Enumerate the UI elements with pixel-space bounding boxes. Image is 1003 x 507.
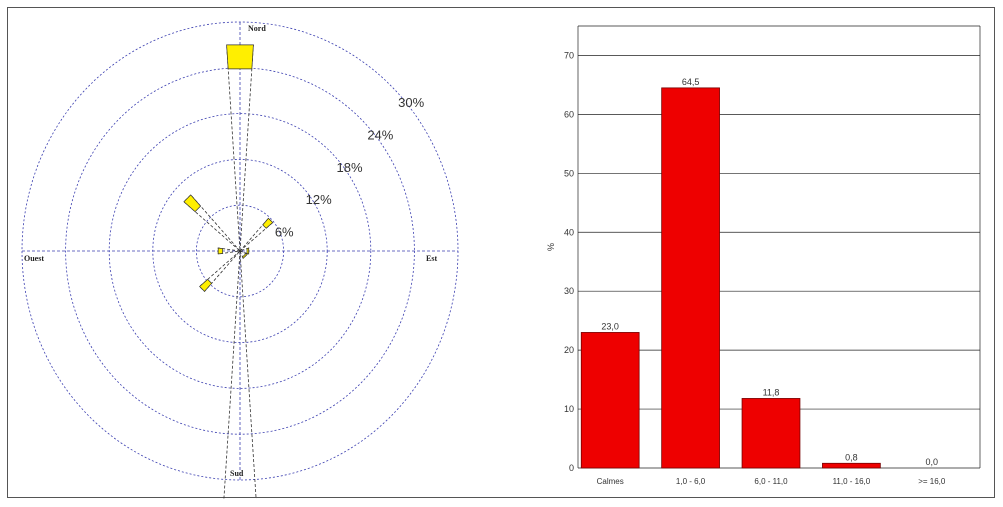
bar-2: [661, 87, 720, 469]
rose-ring-label-3: 18%: [336, 160, 362, 175]
x-tick-5: >= 16,0: [918, 477, 946, 486]
bar-4: [822, 462, 881, 469]
y-axis-label: %: [546, 243, 556, 251]
rose-petal-0: [226, 44, 254, 252]
rose-petal-90: [238, 247, 250, 255]
figure-frame: 6% 12% 18% 24% 30% Nord Sud Est Ouest 0 10 20 30 40 5…: [7, 7, 995, 499]
rose-petal-135: [239, 250, 249, 260]
rose-ring-label-2: 12%: [306, 192, 332, 207]
y-tick-40: 40: [564, 227, 574, 237]
rose-petal-315: [183, 194, 241, 252]
y-tick-50: 50: [564, 168, 574, 178]
x-tick-1: Calmes: [597, 477, 624, 486]
bar-3: [741, 398, 801, 469]
direction-label-north: Nord: [248, 24, 266, 33]
y-tick-30: 30: [564, 286, 574, 296]
y-tick-0: 0: [569, 463, 574, 473]
bar-value-label-4: 0,8: [845, 452, 858, 462]
speed-bar-chart: 0 10 20 30 40 50 60 70% 23,0 Calmes 64,5 1,0 - 6,0 1…: [546, 25, 981, 486]
direction-label-east: Est: [426, 254, 437, 263]
rose-ring-label-1: 6%: [275, 225, 294, 240]
x-tick-3: 6,0 - 11,0: [754, 477, 788, 486]
direction-label-west: Ouest: [24, 254, 44, 263]
bar-1: [580, 332, 640, 469]
rose-petal-270: [217, 247, 241, 255]
rose-petal-225: [199, 250, 241, 292]
rose-petal-45: [239, 217, 274, 252]
bar-value-label-1: 23,0: [601, 321, 619, 331]
bar-value-label-2: 64,5: [682, 77, 700, 87]
x-tick-4: 11,0 - 16,0: [833, 477, 871, 486]
y-tick-60: 60: [564, 109, 574, 119]
y-tick-10: 10: [564, 404, 574, 414]
rose-ring-label-4: 24%: [367, 127, 393, 142]
bar-value-label-3: 11,8: [763, 387, 780, 397]
direction-label-south: Sud: [230, 469, 244, 478]
wind-rose-chart: 6% 12% 18% 24% 30% Nord Sud Est Ouest: [21, 21, 459, 499]
rose-petal-180: [223, 250, 257, 499]
y-tick-20: 20: [564, 345, 574, 355]
x-tick-2: 1,0 - 6,0: [676, 477, 706, 486]
rose-ring-label-5: 30%: [398, 95, 424, 110]
y-tick-70: 70: [564, 50, 574, 60]
bar-value-label-5: 0,0: [926, 457, 939, 467]
